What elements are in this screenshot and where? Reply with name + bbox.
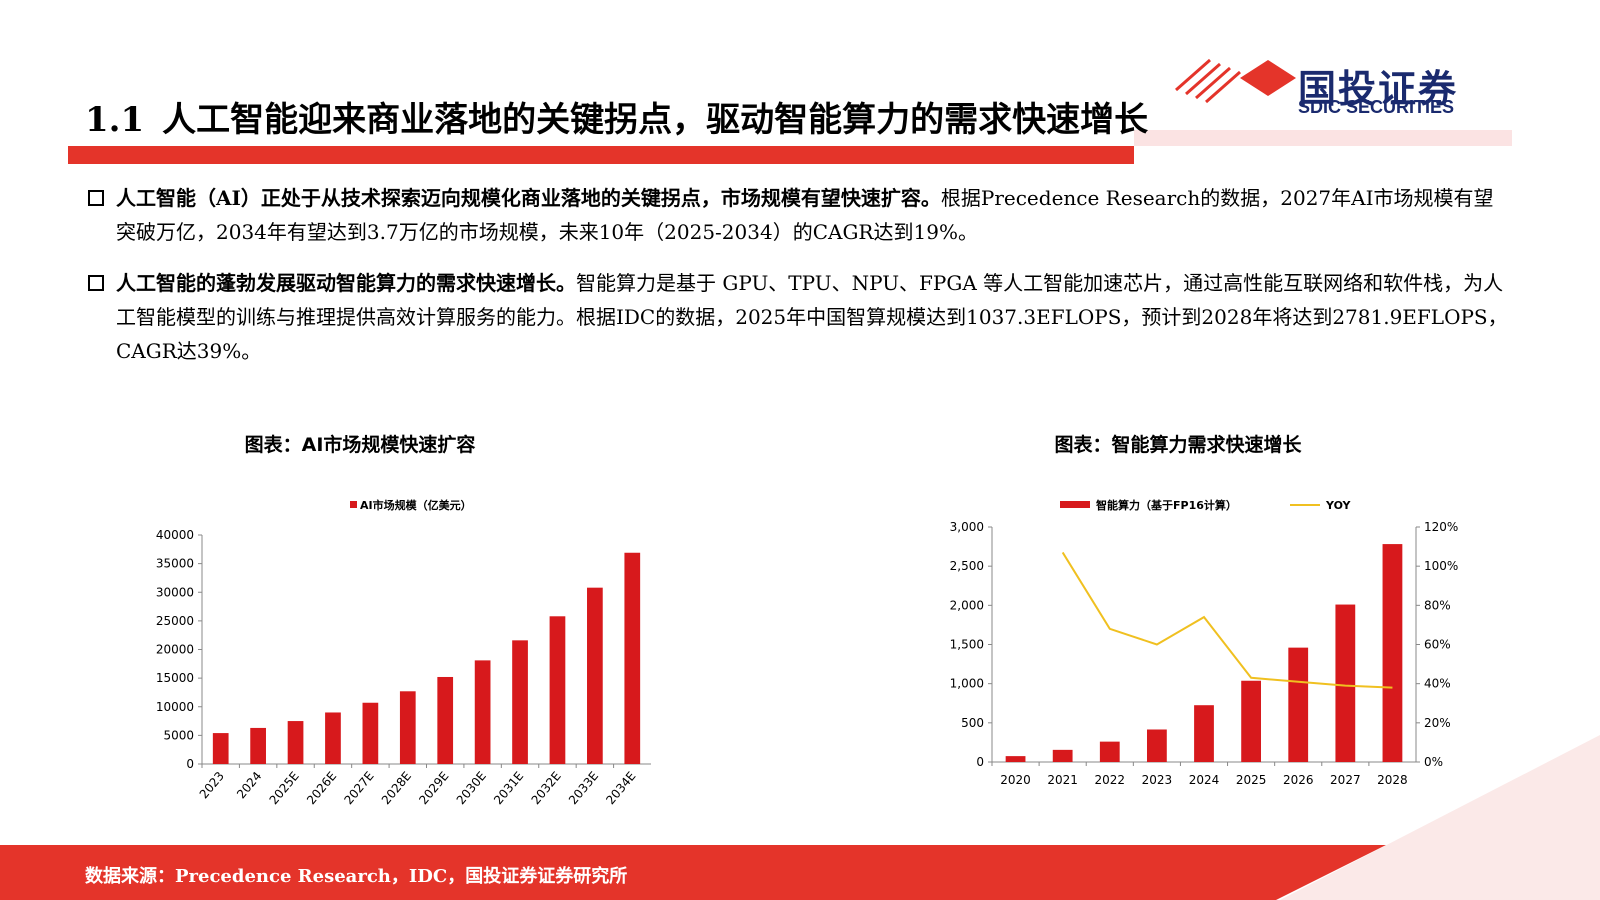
- bar: [362, 702, 379, 764]
- bar: [1288, 647, 1309, 762]
- y-tick-label: 30000: [156, 585, 194, 599]
- chart-title: 图表：AI市场规模快速扩容: [245, 433, 476, 456]
- x-tick-label: 2029E: [416, 769, 451, 807]
- x-tick-label: 2031E: [491, 769, 526, 807]
- bar: [512, 640, 528, 764]
- bar: [1194, 705, 1214, 762]
- x-tick-label: 2025E: [267, 769, 302, 807]
- x-tick-label: 2027E: [341, 769, 376, 807]
- bullet-box: [88, 190, 104, 206]
- bar: [1005, 756, 1026, 762]
- x-tick-label: 2025: [1236, 773, 1267, 787]
- y-tick-label: 40000: [156, 528, 194, 542]
- x-tick-label: 2022: [1095, 773, 1126, 787]
- y-tick-label: 1,000: [950, 677, 984, 691]
- x-tick-label: 2026E: [304, 769, 339, 807]
- legend-label: YOY: [1325, 499, 1352, 512]
- bullet-body: 智能算力是基于 GPU、TPU、NPU、FPGA 等人工智能加速芯片，通过高性能…: [116, 271, 1508, 363]
- y2-tick-label: 120%: [1424, 520, 1458, 534]
- bullet-body: 根据Precedence Research的数据，2027年AI市场规模有望突破…: [116, 186, 1494, 244]
- bullet-lead: 人工智能的蓬勃发展驱动智能算力的需求快速增长。: [116, 271, 576, 295]
- x-tick-label: 2020: [1000, 773, 1031, 787]
- page-title: 1.1 人工智能迎来商业落地的关键拐点，驱动智能算力的需求快速增长: [85, 92, 1148, 141]
- y-tick-label: 20000: [156, 643, 194, 657]
- y2-tick-label: 0%: [1424, 755, 1443, 769]
- x-tick-label: 2034E: [603, 769, 638, 807]
- bar: [1241, 680, 1262, 762]
- title-bar: [68, 146, 1134, 164]
- y-tick-label: 1,500: [950, 638, 984, 652]
- bar: [587, 587, 603, 764]
- bar: [624, 552, 641, 764]
- corner-shade: [1280, 735, 1600, 900]
- legend-swatch: [350, 501, 357, 508]
- y-tick-label: 0: [976, 755, 984, 769]
- y-tick-label: 25000: [156, 614, 194, 628]
- x-tick-label: 2030E: [454, 769, 489, 807]
- bullet: 人工智能的蓬勃发展驱动智能算力的需求快速增长。智能算力是基于 GPU、TPU、N…: [88, 266, 1513, 368]
- bullet-text: 人工智能的蓬勃发展驱动智能算力的需求快速增长。智能算力是基于 GPU、TPU、N…: [116, 266, 1513, 368]
- bar: [325, 712, 341, 764]
- bar: [549, 616, 566, 764]
- bar: [287, 721, 304, 764]
- bar: [1335, 604, 1356, 762]
- y-tick-label: 15000: [156, 671, 194, 685]
- bar: [1382, 544, 1403, 762]
- x-tick-label: 2023: [1142, 773, 1173, 787]
- x-tick-label: 2023: [197, 769, 227, 801]
- x-tick-label: 2024: [234, 769, 264, 801]
- legend-label: AI市场规模（亿美元）: [360, 498, 472, 512]
- logo-text: 国投证券: [1298, 67, 1459, 111]
- y-tick-label: 500: [961, 716, 984, 730]
- bar: [474, 660, 491, 764]
- bar: [1099, 741, 1120, 762]
- legend-swatch: [1060, 501, 1090, 508]
- bullet: 人工智能（AI）正处于从技术探索迈向规模化商业落地的关键拐点，市场规模有望快速扩…: [88, 181, 1513, 249]
- section-number: 1.1: [85, 100, 145, 140]
- y-tick-label: 5000: [163, 728, 194, 742]
- x-tick-label: 2028E: [379, 769, 414, 807]
- bullet-lead: 人工智能（AI）正处于从技术探索迈向规模化商业落地的关键拐点，市场规模有望快速扩…: [116, 186, 941, 210]
- bar: [399, 691, 416, 764]
- title-bar-light: [1134, 130, 1512, 146]
- x-tick-label: 2024: [1189, 773, 1220, 787]
- x-tick-label: 2021: [1047, 773, 1078, 787]
- bullet-text: 人工智能（AI）正处于从技术探索迈向规模化商业落地的关键拐点，市场规模有望快速扩…: [116, 181, 1513, 249]
- y2-tick-label: 100%: [1424, 559, 1458, 573]
- y2-tick-label: 80%: [1424, 598, 1451, 612]
- bullet-box: [88, 275, 104, 291]
- bar: [1052, 749, 1073, 762]
- bar: [212, 733, 229, 764]
- footer-band: [0, 845, 1386, 900]
- y2-tick-label: 60%: [1424, 638, 1451, 652]
- charts: 图表：AI市场规模快速扩容050001000015000200002500030…: [156, 433, 1459, 807]
- title-text: 人工智能迎来商业落地的关键拐点，驱动智能算力的需求快速增长: [162, 100, 1149, 140]
- chart-title: 图表：智能算力需求快速增长: [1054, 433, 1302, 456]
- y-tick-label: 0: [186, 757, 194, 771]
- x-tick-label: 2032E: [529, 769, 564, 807]
- y2-tick-label: 40%: [1424, 677, 1451, 691]
- bar: [437, 676, 454, 764]
- y-tick-label: 10000: [156, 700, 194, 714]
- y-tick-label: 2,500: [950, 559, 984, 573]
- legend-label: 智能算力（基于FP16计算）: [1096, 498, 1237, 512]
- bar: [250, 727, 266, 764]
- y-tick-label: 3,000: [950, 520, 984, 534]
- logo-mark: [1175, 58, 1296, 104]
- line-series: [1061, 551, 1393, 689]
- y2-tick-label: 20%: [1424, 716, 1451, 730]
- logo-text-en: SDIC SECURITIES: [1298, 97, 1455, 117]
- source-note: 数据来源：Precedence Research，IDC，国投证券证券研究所: [85, 866, 628, 887]
- x-tick-label: 2033E: [566, 769, 601, 807]
- x-tick-label: 2026: [1283, 773, 1314, 787]
- y-tick-label: 35000: [156, 557, 194, 571]
- x-tick-label: 2028: [1377, 773, 1408, 787]
- y-tick-label: 2,000: [950, 598, 984, 612]
- x-tick-label: 2027: [1330, 773, 1361, 787]
- bar: [1146, 729, 1167, 762]
